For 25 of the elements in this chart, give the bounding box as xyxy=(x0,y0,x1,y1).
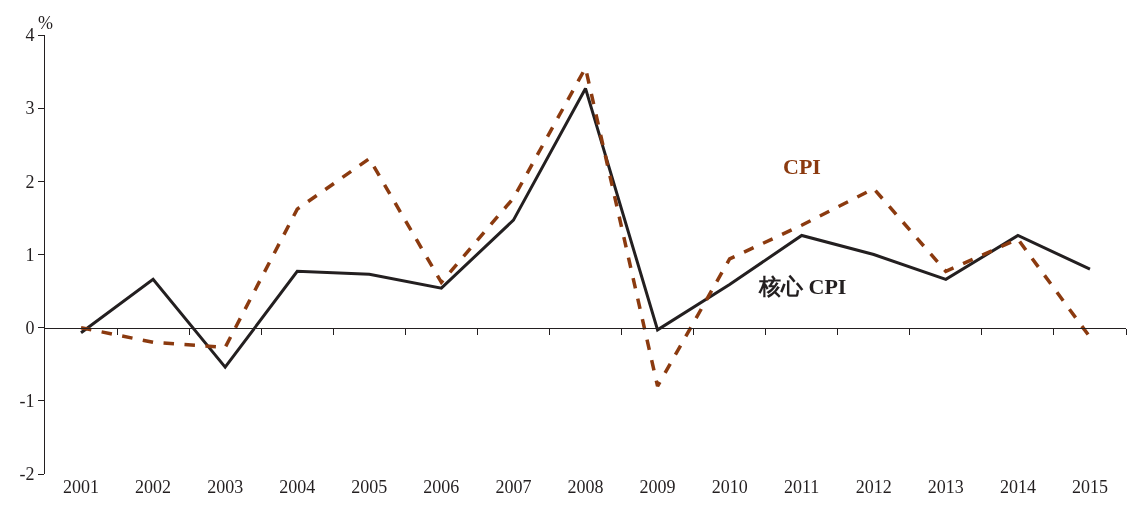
x-tick-label: 2009 xyxy=(639,477,676,497)
x-tick-label: 2008 xyxy=(567,477,604,497)
x-tick-label: 2001 xyxy=(63,477,100,497)
x-tick-label: 2004 xyxy=(279,477,316,497)
x-tick-label: 2014 xyxy=(999,477,1036,497)
series-label: CPI xyxy=(783,154,821,179)
x-tick-label: 2010 xyxy=(711,477,748,497)
x-tick-label: 2015 xyxy=(1071,477,1108,497)
x-tick-label: 2006 xyxy=(423,477,460,497)
x-tick-label: 2012 xyxy=(855,477,892,497)
x-tick-label: 2007 xyxy=(495,477,532,497)
y-tick-label: 4 xyxy=(25,25,35,46)
y-axis-title: % xyxy=(38,13,53,33)
x-tick-label: 2011 xyxy=(784,477,820,497)
x-tick-label: 2005 xyxy=(351,477,388,497)
x-tick-label: 2003 xyxy=(207,477,244,497)
y-tick-label: 1 xyxy=(25,244,35,265)
series-label: 核心 CPI xyxy=(758,274,847,299)
y-tick-label: 3 xyxy=(25,98,35,119)
y-tick-label: 0 xyxy=(25,317,35,338)
y-tick-label: -2 xyxy=(19,464,35,485)
y-tick-label: -1 xyxy=(19,391,35,412)
x-tick-label: 2013 xyxy=(927,477,964,497)
y-tick-label: 2 xyxy=(25,171,35,192)
x-tick-label: 2002 xyxy=(135,477,172,497)
